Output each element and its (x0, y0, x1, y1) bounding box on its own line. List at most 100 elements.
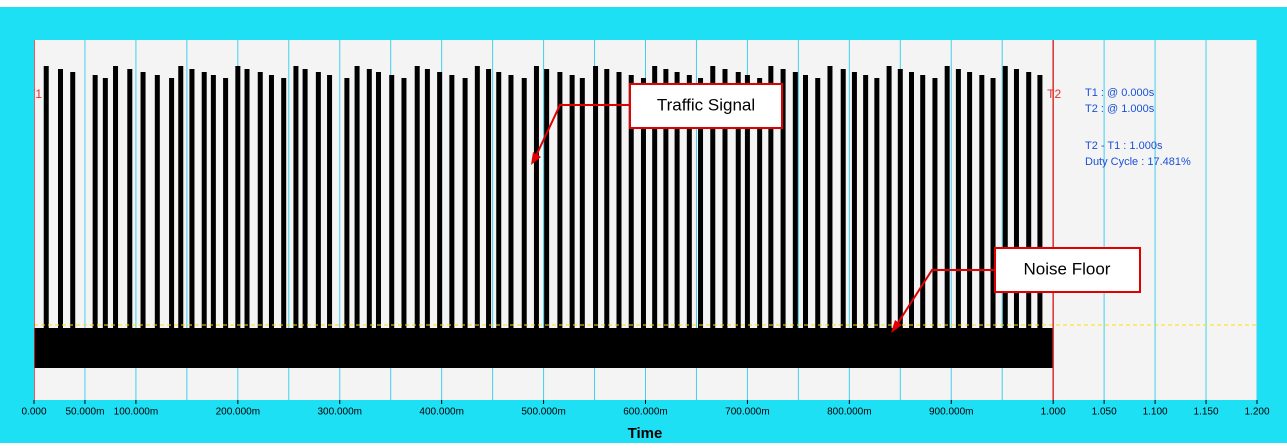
pulse (508, 75, 514, 368)
pulse (201, 72, 207, 368)
annotation-noise: Noise Floor (891, 247, 1141, 333)
x-axis-label: Time (628, 425, 663, 442)
callout-box (994, 247, 1141, 293)
pulse (462, 78, 468, 368)
pulse (920, 75, 926, 368)
pulse (768, 66, 774, 368)
pulse (293, 66, 299, 368)
pulse (792, 72, 798, 368)
x-tick-label: 700.000m (725, 407, 769, 418)
pulse (327, 75, 333, 368)
pulse (616, 72, 622, 368)
pulse (424, 69, 430, 368)
pulse (686, 75, 692, 368)
pulse (932, 78, 938, 368)
pulse (1037, 75, 1043, 368)
pulse (1026, 72, 1032, 368)
pulse (944, 66, 950, 368)
pulse (449, 75, 455, 368)
pulse (593, 66, 599, 368)
cursor-label: T1 (28, 87, 42, 101)
x-tick-label: 50.000m (65, 407, 104, 418)
pulse (178, 66, 184, 368)
pulse (674, 72, 680, 368)
readout-line: T1 : @ 0.000s (1085, 87, 1155, 99)
readout-line: Duty Cycle : 17.481% (1085, 156, 1191, 168)
pulse (102, 78, 108, 368)
pulse (244, 69, 250, 368)
pulse (366, 69, 372, 368)
pulse (544, 69, 550, 368)
pulse (354, 66, 360, 368)
arrow (895, 269, 995, 327)
x-tick-label: 1.050 (1092, 407, 1117, 418)
pulse (235, 66, 241, 368)
x-tick-label: 800.000m (827, 407, 871, 418)
pulse (803, 75, 809, 368)
x-tick-label: 500.000m (521, 407, 565, 418)
pulse (827, 66, 833, 368)
pulse (967, 72, 973, 368)
pulse (223, 78, 229, 368)
pulse (990, 78, 996, 368)
pulse (302, 69, 308, 368)
pulse (628, 75, 634, 368)
annotation-traffic: Traffic Signal (531, 83, 783, 165)
waveform (34, 66, 1053, 368)
pulse (401, 78, 407, 368)
callout-text: Traffic Signal (657, 95, 755, 114)
pulse (70, 72, 76, 368)
x-tick-label: 100.000m (114, 407, 158, 418)
x-axis: 0.000 50.000m 100.000m 200.000m 300.000m 400.… (21, 400, 1270, 418)
pulse (315, 72, 321, 368)
pulse (57, 69, 63, 368)
pulse (113, 66, 119, 368)
pulse (886, 66, 892, 368)
pulse (604, 69, 610, 368)
readout-line: T2 : @ 1.000s (1085, 103, 1155, 115)
pulse (496, 72, 502, 368)
pulse (569, 75, 575, 368)
pulse (579, 78, 585, 368)
cursors: T1 T2 (28, 40, 1061, 400)
x-tick-label: 0.000 (21, 407, 46, 418)
pulse (815, 78, 821, 368)
pulse (268, 75, 274, 368)
arrow-head (891, 320, 902, 333)
pulse (1002, 66, 1008, 368)
pulse (344, 78, 350, 368)
x-tick-label: 1.100 (1143, 407, 1168, 418)
pulse (189, 69, 195, 368)
pulse (281, 78, 287, 368)
x-tick-label: 1.000 (1041, 407, 1066, 418)
pulse (652, 66, 658, 368)
pulse (533, 66, 539, 368)
pulse (780, 69, 786, 368)
x-tick-label: 1.200 (1244, 407, 1269, 418)
pulse (154, 75, 160, 368)
pulse (874, 78, 880, 368)
pulse (375, 72, 381, 368)
pulse (897, 69, 903, 368)
x-tick-label: 300.000m (318, 407, 362, 418)
readout: T1 : @ 0.000s T2 : @ 1.000s T2 - T1 : 1.… (1085, 87, 1191, 168)
pulse (735, 72, 741, 368)
callout-box (629, 83, 783, 129)
pulse (1013, 69, 1019, 368)
x-tick-label: 600.000m (623, 407, 667, 418)
pulse (757, 78, 763, 368)
pulse (698, 78, 704, 368)
pulse (640, 78, 646, 368)
arrow (534, 104, 630, 159)
pulse (486, 69, 492, 368)
x-tick-label: 200.000m (216, 407, 260, 418)
pulse (663, 69, 669, 368)
pulse (414, 66, 420, 368)
pulse (979, 75, 985, 368)
arrow-head (531, 152, 541, 165)
pulse (955, 69, 961, 368)
pulse (557, 72, 563, 368)
pulse (722, 69, 728, 368)
